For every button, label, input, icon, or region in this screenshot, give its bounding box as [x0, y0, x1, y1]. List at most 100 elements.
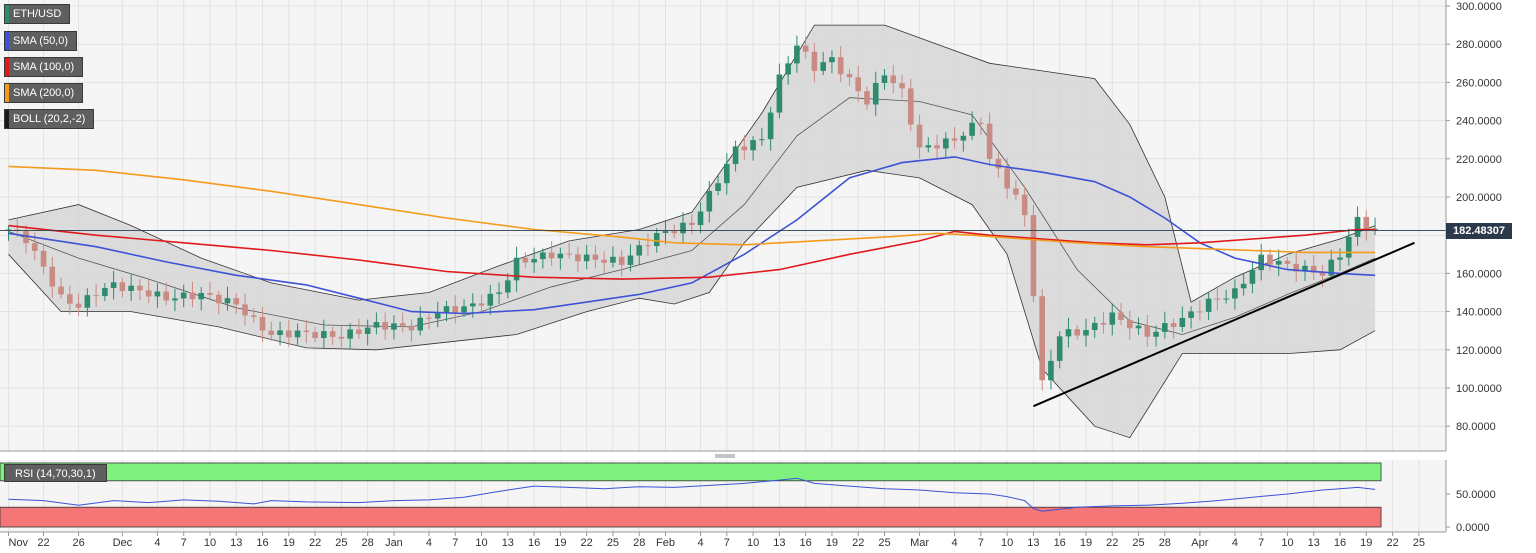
candle-body	[1258, 254, 1264, 271]
candle-body	[1319, 272, 1326, 276]
candle-body	[1144, 325, 1151, 337]
candle-body	[986, 123, 993, 159]
candle-body	[1328, 259, 1335, 276]
candle-body	[925, 145, 932, 148]
candle-body	[469, 303, 476, 307]
legend-sma100[interactable]: SMA (100,0)	[4, 57, 84, 77]
rsi-series-line	[8, 477, 1376, 512]
candle-body	[969, 122, 975, 136]
candle-body	[1135, 325, 1142, 329]
rsi-tick-label: 0.0000	[1456, 522, 1490, 534]
candle-body	[391, 323, 397, 330]
candle-body	[636, 245, 643, 256]
candle-body	[312, 331, 318, 339]
legend-pair[interactable]: ETH/USD	[4, 4, 71, 24]
candle-body	[960, 135, 967, 141]
candle-body	[110, 282, 117, 288]
candle-body	[189, 292, 196, 300]
y-tick-label: 280.0000	[1456, 39, 1502, 51]
x-tick-label: 4	[952, 537, 958, 549]
legend-sma100-label: SMA (100,0)	[13, 61, 75, 73]
candle-body	[907, 88, 914, 125]
candle-body	[1197, 311, 1203, 313]
candle-body	[934, 145, 940, 149]
candle-body	[180, 292, 187, 299]
candle-body	[137, 285, 143, 291]
legend-rsi[interactable]: RSI (14,70,30,1)	[4, 464, 107, 482]
sma200-line	[8, 165, 1376, 254]
candle-body	[1109, 312, 1116, 325]
sma50-swatch	[5, 32, 9, 50]
candle-body	[688, 222, 695, 226]
legend-boll[interactable]: BOLL (20,2,-2)	[4, 109, 95, 129]
candle-body	[1039, 296, 1045, 381]
y-tick-label: 140.0000	[1456, 307, 1502, 319]
candle-body	[1337, 257, 1343, 260]
candle-body	[741, 146, 748, 151]
candle-body	[732, 146, 739, 165]
candle-body	[382, 321, 388, 330]
candle-body	[84, 295, 91, 308]
candle-body	[242, 304, 248, 316]
candle-body	[811, 51, 818, 71]
rsi-axis-ticks: 50.0000 0.0000	[1446, 489, 1496, 534]
candle-body	[303, 330, 310, 332]
x-tick-label: 22	[581, 537, 593, 549]
candle-body	[1223, 298, 1229, 300]
candle-body	[452, 306, 459, 313]
candle-body	[119, 282, 126, 291]
x-tick-label: 13	[1027, 537, 1039, 549]
moving-averages	[8, 156, 1376, 315]
candle-body	[1293, 263, 1300, 272]
candle-body	[820, 62, 826, 71]
candle-body	[575, 254, 581, 262]
x-tick-label: 7	[1258, 537, 1264, 549]
x-tick-label: 7	[978, 537, 984, 549]
candle-body	[785, 63, 791, 75]
panel-resize-handle[interactable]	[715, 454, 735, 458]
candle-body	[645, 245, 651, 247]
candle-body	[653, 232, 660, 247]
x-tick-label: 7	[724, 537, 730, 549]
candle-body	[794, 45, 800, 64]
legend-sma200[interactable]: SMA (200,0)	[4, 83, 84, 103]
x-tick-label: 4	[426, 537, 432, 549]
x-tick-label: 19	[554, 537, 566, 549]
candle-body	[321, 331, 327, 339]
candle-body	[1083, 330, 1089, 336]
candle-body	[145, 290, 152, 297]
boll-swatch	[5, 110, 9, 128]
candle-body	[706, 190, 713, 212]
candle-body	[943, 138, 949, 149]
candle-body	[829, 57, 835, 63]
overlays	[0, 230, 1446, 408]
candle-body	[846, 74, 853, 78]
candle-body	[1284, 260, 1291, 264]
candle-body	[277, 330, 283, 336]
candle-body	[601, 259, 607, 263]
y-tick-label: 260.0000	[1456, 77, 1502, 89]
x-tick-label: Dec	[113, 537, 133, 549]
candle-body	[154, 291, 161, 297]
candle-body	[513, 257, 520, 281]
y-axis-ticks: 300.0000 280.0000 260.0000 240.0000 220.0000…	[1446, 1, 1502, 433]
legend-sma50[interactable]: SMA (50,0)	[4, 31, 78, 51]
sma100-swatch	[5, 58, 9, 76]
candle-body	[1004, 168, 1010, 189]
legend-sma50-label: SMA (50,0)	[13, 35, 69, 47]
x-tick-label: 10	[204, 537, 216, 549]
legend-boll-label: BOLL (20,2,-2)	[13, 113, 86, 125]
candle-body	[1345, 236, 1352, 258]
candle-body	[837, 57, 844, 75]
x-tick-label: 22	[852, 537, 864, 549]
x-tick-label: 25	[607, 537, 619, 549]
candle-body	[434, 313, 441, 319]
candle-body	[1310, 265, 1317, 273]
x-tick-label: 10	[475, 537, 487, 549]
x-tick-label: 4	[1232, 537, 1238, 549]
candle-body	[767, 112, 774, 140]
x-tick-label: Feb	[656, 537, 675, 549]
x-tick-label: 25	[1132, 537, 1144, 549]
candle-body	[802, 45, 809, 52]
